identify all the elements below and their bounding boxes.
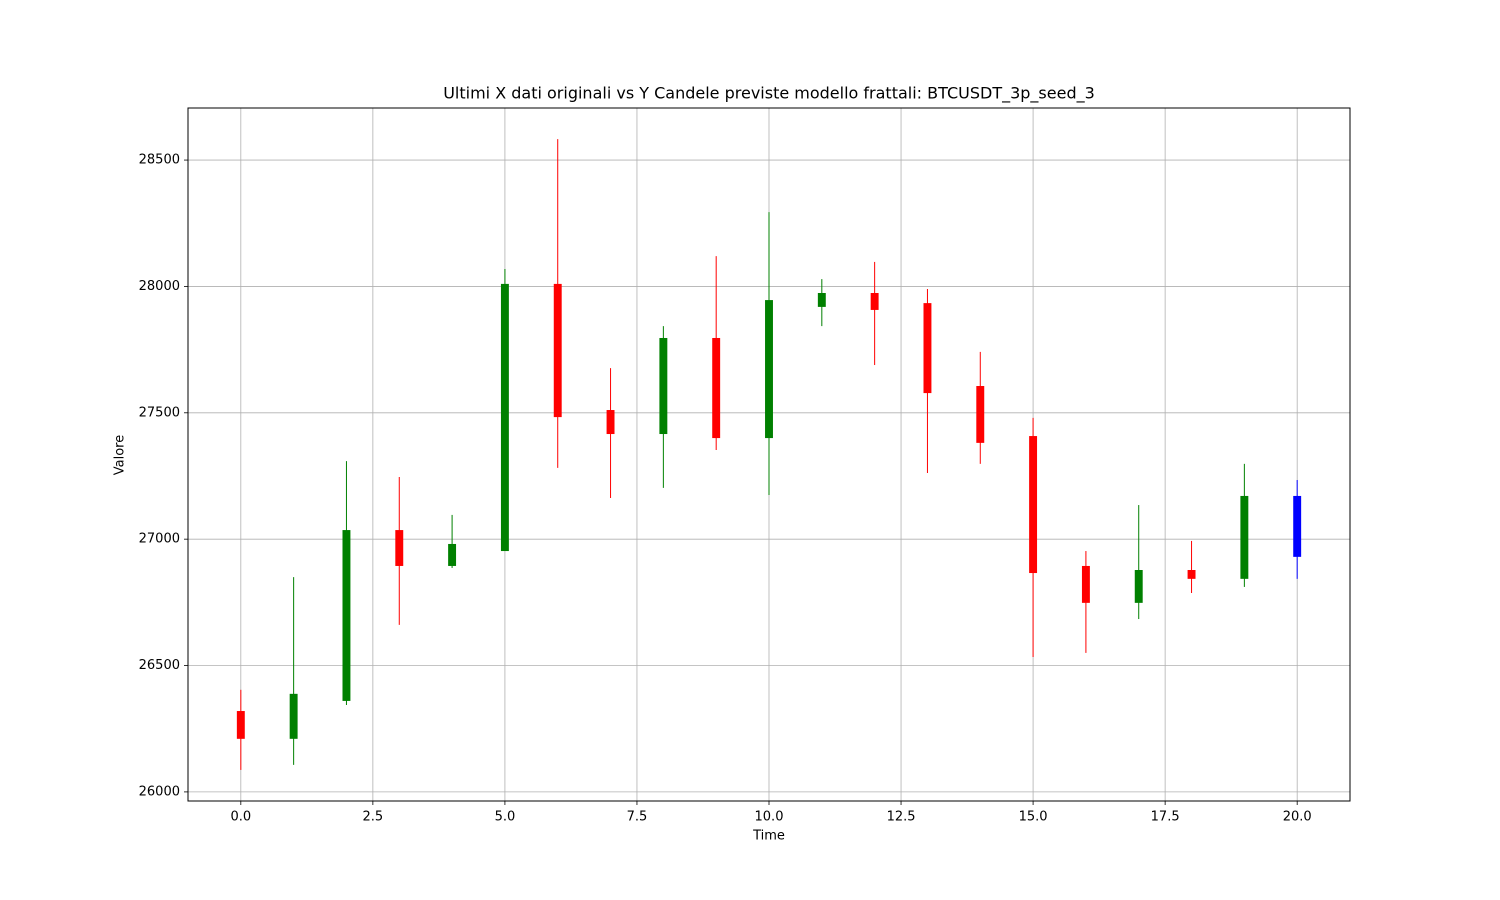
candle-body — [289, 693, 298, 739]
x-tick-label: 0.0 — [230, 810, 251, 825]
chart-title: Ultimi X dati originali vs Y Candele pre… — [443, 84, 1095, 104]
candle-body — [870, 293, 879, 310]
x-tick-label: 2.5 — [363, 810, 384, 825]
y-tick-label: 28500 — [139, 153, 180, 168]
candle-body — [448, 543, 457, 566]
candle-body — [1029, 436, 1038, 574]
candle-body — [553, 283, 562, 418]
candle-body — [1134, 570, 1143, 603]
candle-body — [395, 530, 404, 566]
x-tick-label: 20.0 — [1283, 810, 1312, 825]
candle-body — [606, 410, 615, 435]
candle-body — [1240, 495, 1249, 579]
candle-body — [236, 711, 245, 739]
candle-body — [712, 337, 721, 439]
x-tick-label: 17.5 — [1151, 810, 1180, 825]
x-axis-label: Time — [752, 829, 785, 844]
y-tick-label: 26000 — [139, 784, 180, 799]
candle-body — [817, 293, 826, 307]
y-tick-label: 28000 — [139, 279, 180, 294]
x-tick-label: 12.5 — [887, 810, 916, 825]
x-tick-label: 7.5 — [627, 810, 648, 825]
y-tick-label: 27000 — [139, 532, 180, 547]
plot-frame — [187, 107, 1351, 802]
candle-body — [500, 283, 509, 552]
candle-body — [1187, 570, 1196, 579]
candle-body — [659, 337, 668, 435]
y-tick-label: 27500 — [139, 405, 180, 420]
y-axis-label: Valore — [113, 435, 128, 475]
candle-body — [923, 303, 932, 394]
candle-body — [1081, 565, 1090, 603]
candle-body — [765, 300, 773, 439]
x-tick-label: 15.0 — [1019, 810, 1048, 825]
x-tick-label: 5.0 — [495, 810, 516, 825]
candle-body — [976, 386, 985, 443]
x-tick-label: 10.0 — [755, 810, 784, 825]
candle-body — [342, 530, 351, 701]
candle-body — [1293, 495, 1302, 557]
y-tick-label: 26500 — [139, 658, 180, 673]
